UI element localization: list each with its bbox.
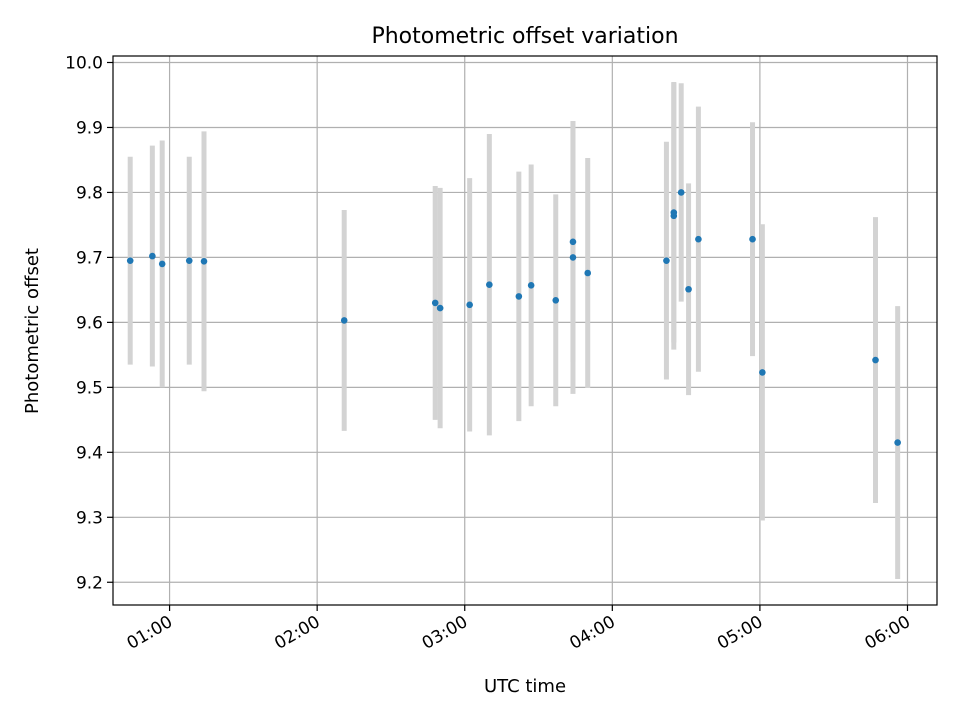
y-tick-label: 10.0 <box>65 53 103 73</box>
data-point <box>749 235 756 243</box>
data-point <box>340 317 348 324</box>
y-tick-label: 9.9 <box>76 118 103 138</box>
y-tick-label: 9.6 <box>76 313 103 333</box>
data-point <box>759 369 766 376</box>
data-point <box>584 269 592 277</box>
data-point <box>695 235 702 243</box>
y-tick-label: 9.8 <box>76 183 103 203</box>
data-point <box>552 296 560 304</box>
y-tick-label: 9.4 <box>76 443 103 463</box>
data-point <box>126 257 134 264</box>
data-point <box>466 301 473 309</box>
data-point <box>431 299 439 307</box>
x-axis-label: UTC time <box>484 676 566 697</box>
data-point <box>670 209 678 216</box>
chart-title: Photometric offset variation <box>371 24 678 49</box>
y-tick-label: 9.3 <box>76 508 103 528</box>
data-point <box>872 356 879 364</box>
data-point <box>515 293 523 300</box>
data-point <box>569 254 577 261</box>
data-point <box>436 304 444 312</box>
data-point <box>185 257 193 264</box>
data-point <box>200 258 208 265</box>
data-point <box>569 238 577 246</box>
data-point <box>486 281 493 288</box>
data-point <box>527 282 535 289</box>
data-point <box>663 257 670 264</box>
y-tick-label: 9.2 <box>76 573 103 593</box>
data-point <box>158 260 166 268</box>
data-point <box>685 285 692 293</box>
y-tick-label: 9.5 <box>76 378 103 398</box>
y-axis-label: Photometric offset <box>22 248 43 414</box>
y-tick-label: 9.7 <box>76 248 103 268</box>
data-point <box>894 439 901 446</box>
plot-frame <box>112 55 938 606</box>
data-point <box>677 189 685 196</box>
data-points <box>126 189 901 446</box>
data-point <box>149 252 156 260</box>
